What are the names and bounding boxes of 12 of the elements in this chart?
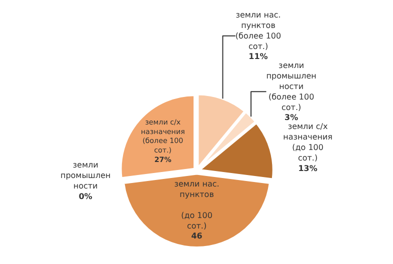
slice-label: земли промышлен ности (более 100 сот.)	[266, 61, 316, 112]
category-label: земли промышлен ности	[60, 160, 111, 190]
data-label: 3%	[284, 113, 298, 122]
data-label: 11%	[248, 52, 268, 62]
category-label: земли нас. пунктов (до 100 сот.)	[174, 180, 220, 230]
data-label: 27%	[154, 154, 172, 164]
slice-label: земли с/х назначения (до 100 сот.)	[283, 122, 333, 162]
slice-label: земли нас. пунктов (более 100 сот.)	[235, 10, 282, 51]
text: 0%	[78, 192, 92, 201]
slice-label: земли с/х назначения (более 100 сот.)	[140, 118, 185, 155]
data-label: 13%	[298, 164, 318, 173]
data-label: 46	[191, 232, 203, 241]
